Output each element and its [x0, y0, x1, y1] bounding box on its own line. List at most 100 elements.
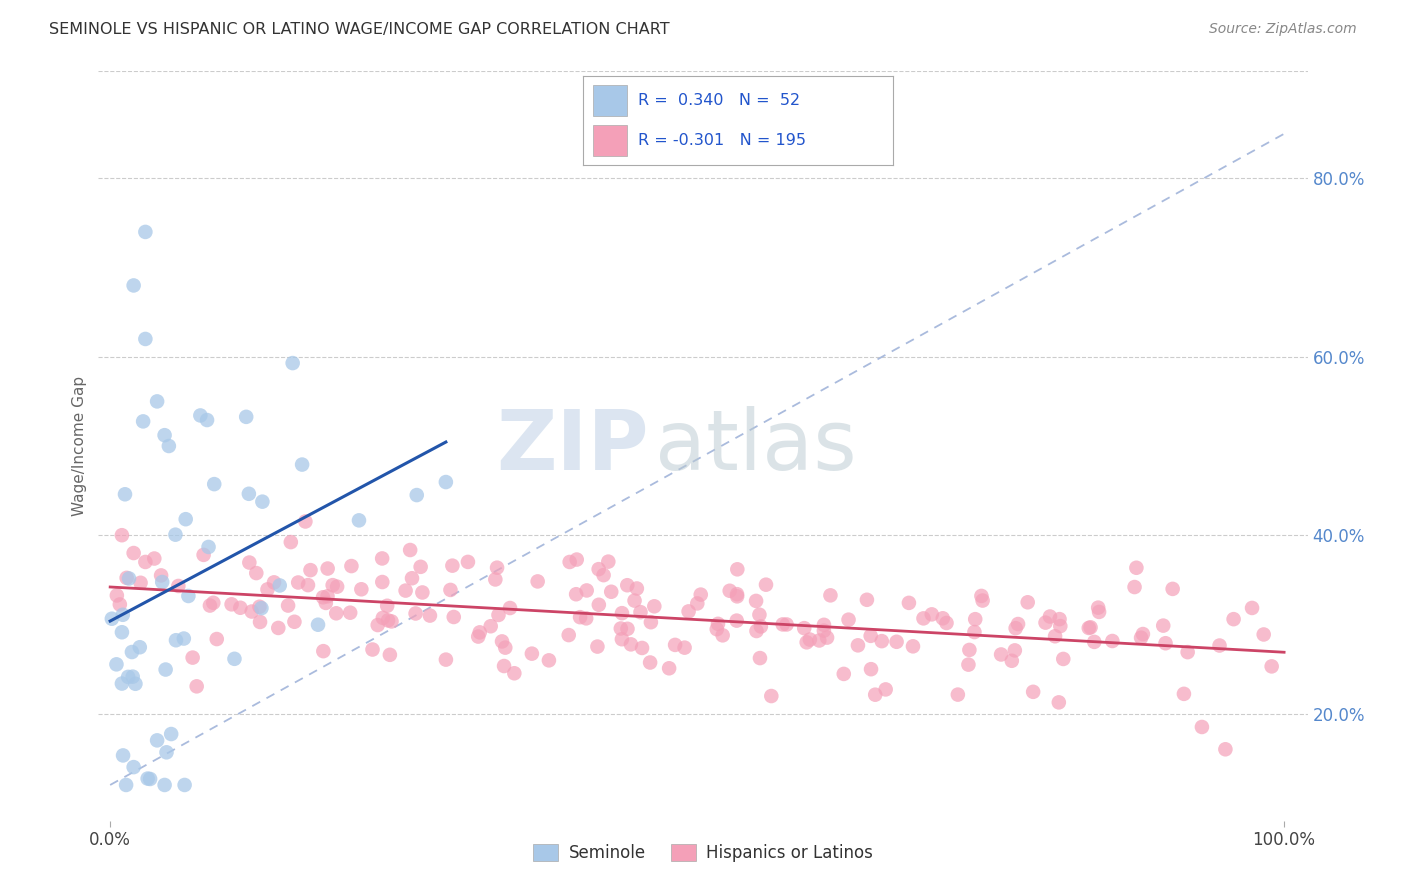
Point — [399, 543, 422, 558]
Point — [711, 628, 734, 642]
Point — [205, 632, 228, 646]
Point — [1154, 636, 1177, 650]
Point — [134, 332, 156, 346]
Point — [124, 677, 146, 691]
Point — [155, 663, 177, 677]
Point — [793, 621, 815, 635]
Point — [294, 515, 316, 529]
Point — [434, 652, 457, 666]
Point — [1004, 621, 1026, 635]
Point — [1049, 612, 1071, 626]
Point — [1043, 629, 1066, 643]
Point — [1083, 635, 1105, 649]
Point — [488, 607, 510, 622]
Point — [312, 644, 335, 658]
Point — [526, 574, 548, 589]
Point — [588, 598, 610, 612]
Point — [725, 614, 748, 628]
Point — [1052, 652, 1074, 666]
Point — [569, 610, 592, 624]
Point — [1125, 561, 1147, 575]
Point — [197, 540, 219, 554]
Point — [267, 621, 290, 635]
Point — [409, 559, 432, 574]
Point — [134, 555, 156, 569]
Point — [689, 588, 711, 602]
Point — [749, 619, 772, 633]
Point — [467, 630, 489, 644]
Point — [957, 643, 980, 657]
Point — [122, 760, 145, 774]
Point — [1007, 617, 1029, 632]
Point — [139, 772, 162, 786]
Point — [350, 582, 373, 597]
Point — [136, 772, 159, 786]
Point — [347, 513, 370, 527]
Point — [1035, 615, 1057, 630]
Text: SEMINOLE VS HISPANIC OR LATINO WAGE/INCOME GAP CORRELATION CHART: SEMINOLE VS HISPANIC OR LATINO WAGE/INCO… — [49, 22, 669, 37]
Point — [846, 638, 869, 652]
Point — [1132, 627, 1154, 641]
Point — [160, 727, 183, 741]
Point — [118, 572, 141, 586]
Point — [970, 589, 993, 603]
Point — [105, 589, 128, 603]
Point — [249, 615, 271, 629]
Point — [165, 527, 187, 541]
Point — [1080, 620, 1102, 634]
Point — [1191, 720, 1213, 734]
Point — [108, 598, 131, 612]
Point — [249, 599, 271, 614]
Point — [610, 632, 633, 647]
Point — [832, 667, 855, 681]
Point — [112, 748, 135, 763]
Point — [111, 607, 134, 622]
Point — [405, 607, 427, 621]
Point — [963, 625, 986, 640]
Point — [664, 638, 686, 652]
Point — [111, 625, 134, 640]
Point — [277, 599, 299, 613]
Point — [626, 582, 648, 596]
Point — [111, 528, 134, 542]
Point — [339, 606, 361, 620]
Point — [1130, 631, 1153, 645]
Point — [859, 629, 882, 643]
Point — [932, 611, 955, 625]
Point — [600, 584, 623, 599]
Legend: Seminole, Hispanics or Latinos: Seminole, Hispanics or Latinos — [527, 837, 879, 869]
Point — [875, 682, 897, 697]
Point — [1123, 580, 1146, 594]
Text: Source: ZipAtlas.com: Source: ZipAtlas.com — [1209, 22, 1357, 37]
Point — [575, 583, 598, 598]
Bar — [593, 125, 627, 156]
Point — [707, 616, 730, 631]
Point — [799, 632, 821, 647]
Point — [1004, 643, 1026, 657]
Point — [643, 599, 665, 614]
Point — [575, 611, 598, 625]
Point — [419, 608, 441, 623]
Point — [718, 583, 741, 598]
Point — [1087, 600, 1109, 615]
Point — [307, 617, 329, 632]
Point — [122, 546, 145, 560]
Point — [401, 571, 423, 585]
Point — [326, 580, 349, 594]
Point — [972, 593, 994, 607]
Point — [815, 631, 838, 645]
Point — [1077, 621, 1099, 635]
Point — [479, 619, 502, 633]
Point — [499, 601, 522, 615]
Text: R =  0.340   N =  52: R = 0.340 N = 52 — [638, 93, 800, 108]
Point — [411, 585, 433, 599]
Point — [434, 475, 457, 489]
Point — [1017, 595, 1039, 609]
Point — [150, 568, 173, 582]
Point — [312, 591, 335, 605]
Point — [630, 605, 652, 619]
Point — [269, 578, 291, 592]
Point — [380, 615, 402, 629]
Point — [1253, 627, 1275, 641]
Point — [322, 578, 344, 592]
